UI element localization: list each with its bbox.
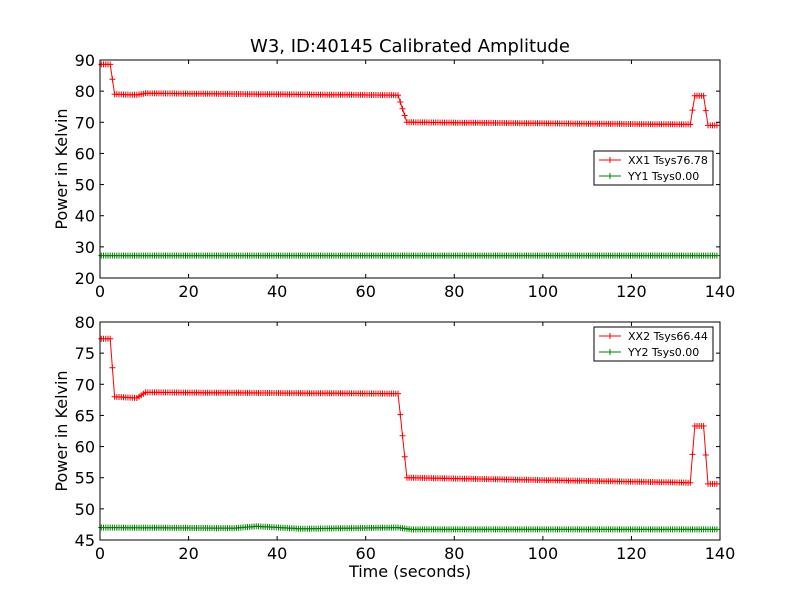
x-tick-label: 40: [267, 282, 287, 301]
bottom-panel: 0 20 40 60 80 100 120 140 45 50 55 60 65 70 75 80 Power …: [52, 313, 735, 581]
legend-marker: [607, 333, 613, 339]
x-tick-label: 140: [705, 544, 736, 563]
y-tick-label: 20: [75, 269, 95, 288]
top-panel: 0 20 40 60 80 100 120 1402030405060708090Power …: [52, 51, 735, 301]
series-1-1: [98, 61, 720, 129]
y-tick-label: 60: [75, 144, 95, 163]
x-tick-label: 80: [444, 544, 464, 563]
y-tick-label: 70: [75, 375, 95, 394]
plot-frame: [99, 59, 721, 279]
x-tick-label: 40: [267, 544, 287, 563]
legend-box: [593, 326, 714, 362]
y-tick-label: 45: [75, 531, 95, 550]
y-tick-label: 75: [75, 344, 95, 363]
legend-marker: [607, 173, 613, 179]
series-markers: [98, 252, 720, 259]
legend: XX1 Tsys76.78 YY1 Tsys0.00: [593, 150, 714, 186]
legend-label: YY1 Tsys0.00: [627, 170, 699, 183]
legend-marker: [607, 349, 613, 355]
series-2-2: [98, 523, 720, 533]
y-axis-label: Power in Kelvin: [52, 370, 71, 491]
x-tick-label: 120: [616, 282, 647, 301]
series-markers: [98, 61, 720, 129]
y-tick-label: 70: [75, 113, 95, 132]
y-axis-label: Power in Kelvin: [52, 108, 71, 229]
plot-frame: [99, 321, 721, 541]
legend-label: YY2 Tsys0.00: [627, 346, 699, 359]
y-tick-label: 90: [75, 51, 95, 70]
y-tick-label: 30: [75, 238, 95, 257]
y-tick-label: 50: [75, 500, 95, 519]
x-tick-label: 20: [178, 282, 198, 301]
x-axis-label: Time (seconds): [348, 562, 471, 581]
x-tick-label: 80: [444, 282, 464, 301]
x-tick-label: 60: [356, 544, 376, 563]
x-tick-label: 120: [616, 544, 647, 563]
chart-title: W3, ID:40145 Calibrated Amplitude: [250, 36, 570, 57]
series-1-2: [98, 252, 720, 259]
x-tick-label: 100: [528, 282, 559, 301]
series-markers: [98, 335, 720, 487]
y-tick-label: 80: [75, 82, 95, 101]
y-tick-label: 50: [75, 176, 95, 195]
x-tick-label: 60: [356, 282, 376, 301]
legend: XX2 Tsys66.44 YY2 Tsys0.00: [593, 326, 714, 362]
y-tick-label: 60: [75, 438, 95, 457]
x-tick-label: 0: [95, 544, 105, 563]
legend-box: [593, 150, 714, 186]
legend-label: XX1 Tsys76.78: [628, 154, 708, 167]
legend-marker: [607, 157, 613, 163]
x-tick-label: 140: [705, 282, 736, 301]
series-markers: [98, 523, 720, 533]
y-tick-label: 40: [75, 207, 95, 226]
y-tick-label: 55: [75, 469, 95, 488]
x-tick-label: 0: [95, 282, 105, 301]
x-tick-label: 100: [528, 544, 559, 563]
legend-label: XX2 Tsys66.44: [628, 330, 708, 343]
series-2-1: [98, 335, 720, 487]
x-tick-label: 20: [178, 544, 198, 563]
y-tick-label: 80: [75, 313, 95, 332]
y-tick-label: 65: [75, 406, 95, 425]
